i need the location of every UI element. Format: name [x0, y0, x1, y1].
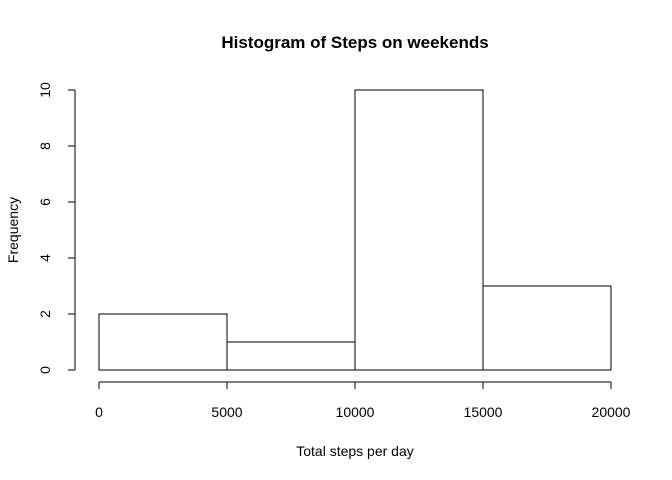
x-tick-label: 15000: [464, 404, 503, 420]
chart-title: Histogram of Steps on weekends: [221, 33, 488, 52]
histogram-bar-2: [354, 89, 484, 371]
x-tick-label: 5000: [211, 404, 242, 420]
y-tick-label: 4: [37, 254, 53, 262]
x-tick-label: 20000: [592, 404, 631, 420]
y-tick-label: 0: [37, 366, 53, 374]
x-axis: 0 5000 10000 15000 20000: [95, 381, 631, 420]
y-axis-label: Frequency: [5, 197, 21, 263]
bars-group: [98, 89, 612, 371]
x-tick-label: 0: [95, 404, 103, 420]
histogram-bar-0: [98, 313, 228, 371]
y-tick-label: 2: [37, 310, 53, 318]
y-tick-label: 10: [37, 82, 53, 98]
y-axis: 0 2 4 6 8 10: [37, 82, 76, 374]
y-tick-label: 6: [37, 198, 53, 206]
x-axis-label: Total steps per day: [296, 443, 414, 459]
y-tick-label: 8: [37, 142, 53, 150]
histogram-bar-1: [226, 341, 356, 371]
x-tick-label: 10000: [336, 404, 375, 420]
histogram-bar-3: [482, 285, 612, 371]
